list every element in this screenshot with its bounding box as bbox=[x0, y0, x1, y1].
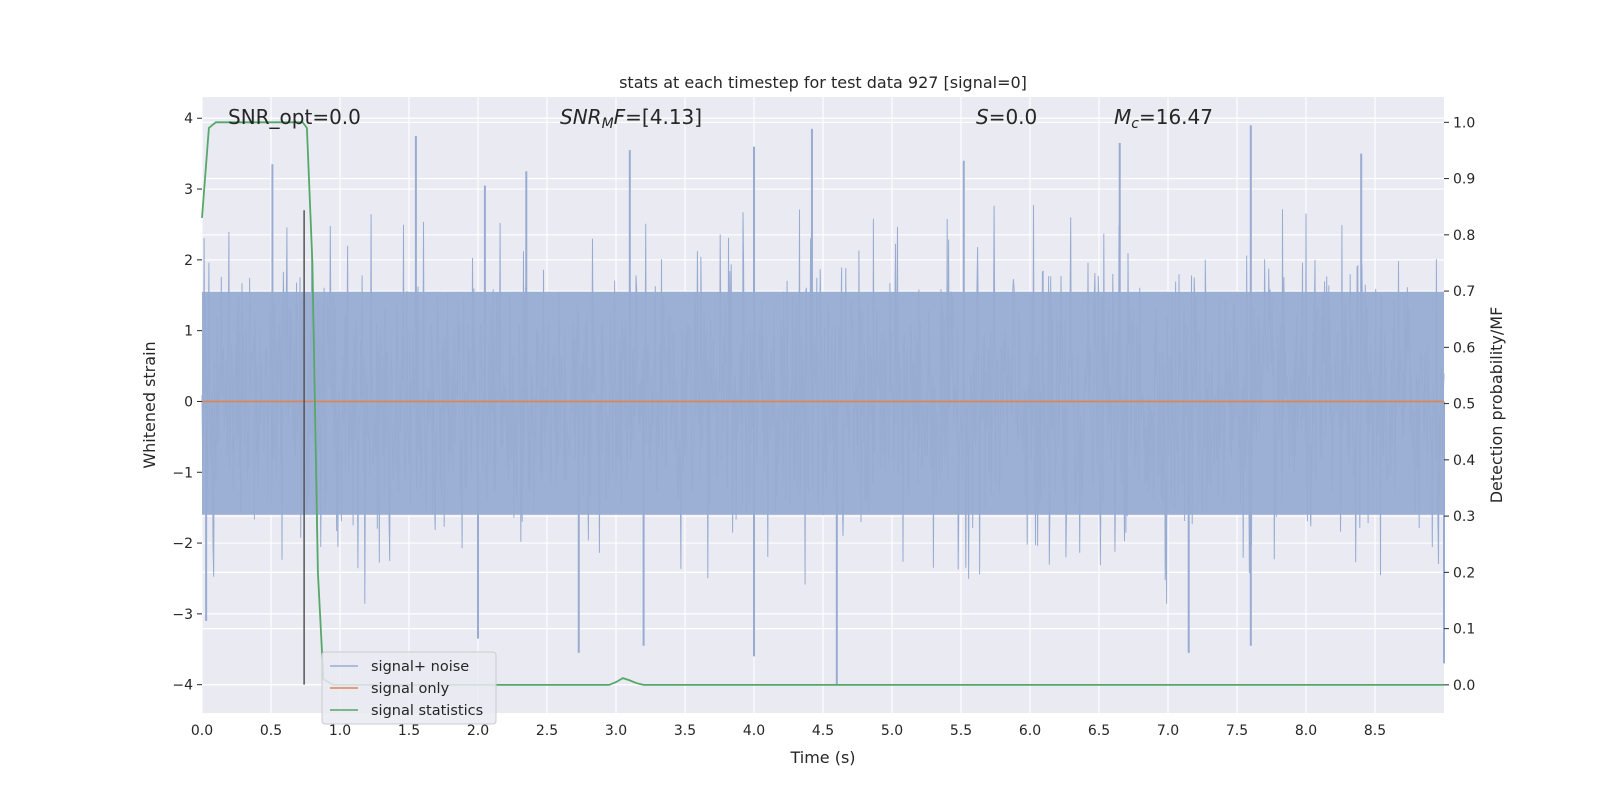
x-axis-label: Time (s) bbox=[789, 748, 855, 767]
y-axis-ticks: −4 −3 −2 −1 0 1 2 3 4 bbox=[172, 111, 202, 694]
x-axis-ticks: 0.0 0.5 1.0 1.5 2.0 2.5 3.0 3.5 4.0 4.5 5.0 5.5 6.0 6… bbox=[191, 723, 1386, 739]
y2-tick-label: 0.1 bbox=[1453, 622, 1475, 638]
x-tick-label: 6.5 bbox=[1088, 723, 1110, 739]
y-tick-label: 0 bbox=[184, 394, 193, 410]
x-tick-label: 6.0 bbox=[1019, 723, 1041, 739]
x-tick-label: 7.5 bbox=[1226, 723, 1248, 739]
x-tick-label: 1.5 bbox=[398, 723, 420, 739]
x-tick-label: 1.0 bbox=[329, 723, 351, 739]
y-tick-label: −4 bbox=[172, 678, 193, 694]
y2-tick-label: 0.4 bbox=[1453, 453, 1475, 469]
y2-axis-label: Detection probability/MF bbox=[1487, 307, 1506, 504]
series-signal-noise bbox=[201, 204, 1445, 604]
y2-tick-label: 1.0 bbox=[1453, 115, 1475, 131]
x-tick-label: 3.5 bbox=[674, 723, 696, 739]
annotation-snr-mf-value: =[4.13] bbox=[625, 105, 702, 129]
annotation-mc-subscript: c bbox=[1131, 116, 1139, 132]
x-tick-label: 2.0 bbox=[467, 723, 489, 739]
y2-tick-label: 0.8 bbox=[1453, 228, 1475, 244]
y-tick-label: −1 bbox=[172, 465, 193, 481]
y-tick-label: 4 bbox=[184, 111, 193, 127]
y2-tick-label: 0.0 bbox=[1453, 678, 1475, 694]
x-tick-label: 5.0 bbox=[881, 723, 903, 739]
y2-tick-label: 0.7 bbox=[1453, 284, 1475, 300]
legend-label-noise: signal+ noise bbox=[371, 659, 469, 675]
legend-label-signal: signal only bbox=[371, 681, 450, 697]
annotation-s-value: =0.0 bbox=[989, 105, 1038, 129]
y2-tick-label: 0.2 bbox=[1453, 565, 1475, 581]
y-tick-label: 3 bbox=[184, 182, 193, 198]
x-tick-label: 4.5 bbox=[812, 723, 834, 739]
y2-axis-ticks: 0.0 0.1 0.2 0.3 0.4 0.5 0.6 0.7 0.8 0.9 1.0 bbox=[1444, 115, 1475, 694]
x-tick-label: 3.0 bbox=[605, 723, 627, 739]
chart-title: stats at each timestep for test data 927… bbox=[619, 73, 1027, 92]
annotation-chirp-mass: Mc=16.47 bbox=[1114, 105, 1213, 132]
annotation-mc-value: =16.47 bbox=[1139, 105, 1213, 129]
x-tick-label: 4.0 bbox=[743, 723, 765, 739]
x-tick-label: 8.0 bbox=[1295, 723, 1317, 739]
y-tick-label: −2 bbox=[172, 536, 193, 552]
y-tick-label: −3 bbox=[172, 607, 193, 623]
y2-tick-label: 0.3 bbox=[1453, 509, 1475, 525]
annotation-snr-mf-suffix: F bbox=[614, 105, 626, 129]
x-tick-label: 0.0 bbox=[191, 723, 213, 739]
x-tick-label: 0.5 bbox=[260, 723, 282, 739]
legend: signal+ noise signal only signal statist… bbox=[321, 651, 497, 725]
y2-tick-label: 0.5 bbox=[1453, 397, 1475, 413]
y-axis-label: Whitened strain bbox=[140, 341, 159, 468]
x-tick-label: 7.0 bbox=[1157, 723, 1179, 739]
series-layer bbox=[201, 121, 1445, 686]
annotation-snr-opt: SNR_opt=0.0 bbox=[228, 105, 361, 129]
x-tick-label: 5.5 bbox=[950, 723, 972, 739]
legend-box bbox=[321, 651, 497, 725]
legend-label-statistics: signal statistics bbox=[371, 703, 483, 719]
annotation-mc-symbol: M bbox=[1114, 105, 1131, 129]
y2-tick-label: 0.6 bbox=[1453, 340, 1475, 356]
y2-tick-label: 0.9 bbox=[1453, 172, 1475, 188]
y-tick-label: 1 bbox=[184, 324, 193, 340]
x-tick-label: 8.5 bbox=[1364, 723, 1386, 739]
annotation-snr-mf-subscript: M bbox=[602, 116, 614, 132]
x-tick-label: 2.5 bbox=[536, 723, 558, 739]
annotation-s-symbol: S bbox=[976, 105, 989, 129]
annotation-s-stat: S=0.0 bbox=[976, 105, 1037, 129]
annotation-snr-mf-symbol: SNR bbox=[560, 105, 602, 129]
y-tick-label: 2 bbox=[184, 253, 193, 269]
annotation-snr-mf: SNRMF=[4.13] bbox=[560, 105, 702, 132]
